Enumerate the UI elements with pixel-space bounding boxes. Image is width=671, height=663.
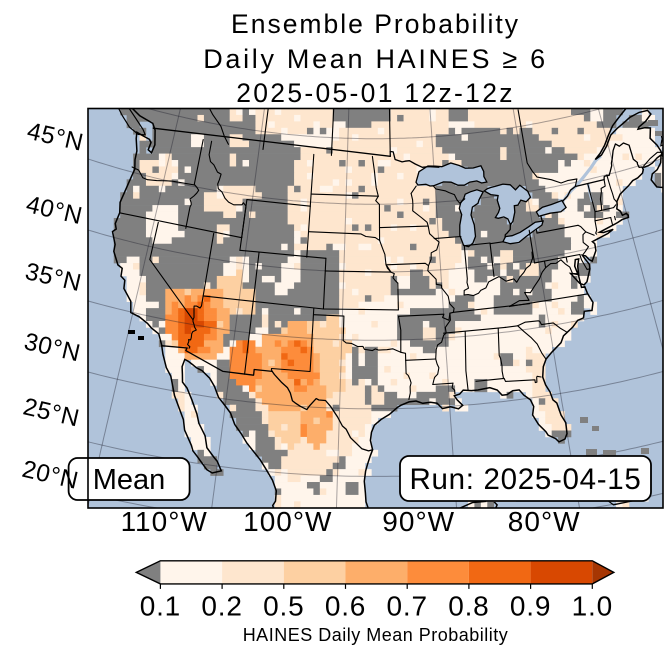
svg-text:1.0: 1.0 <box>572 591 613 622</box>
svg-text:Mean: Mean <box>93 464 166 496</box>
svg-text:0.9: 0.9 <box>510 591 551 622</box>
svg-text:0.7: 0.7 <box>387 591 428 622</box>
svg-text:0.2: 0.2 <box>201 591 242 622</box>
svg-text:0.6: 0.6 <box>325 591 366 622</box>
svg-text:Daily Mean HAINES ≥ 6: Daily Mean HAINES ≥ 6 <box>203 44 548 74</box>
svg-text:0.8: 0.8 <box>448 591 489 622</box>
svg-text:90°W: 90°W <box>382 506 455 537</box>
svg-text:2025-05-01 12z-12z: 2025-05-01 12z-12z <box>236 78 515 108</box>
svg-text:80°W: 80°W <box>508 506 581 537</box>
svg-text:110°W: 110°W <box>121 506 208 537</box>
svg-text:Ensemble Probability: Ensemble Probability <box>231 9 520 39</box>
svg-text:0.5: 0.5 <box>263 591 304 622</box>
svg-text:100°W: 100°W <box>243 506 332 537</box>
svg-text:HAINES Daily Mean Probability: HAINES Daily Mean Probability <box>243 625 509 645</box>
svg-text:0.1: 0.1 <box>140 591 181 622</box>
svg-text:Run: 2025-04-15: Run: 2025-04-15 <box>410 463 642 496</box>
